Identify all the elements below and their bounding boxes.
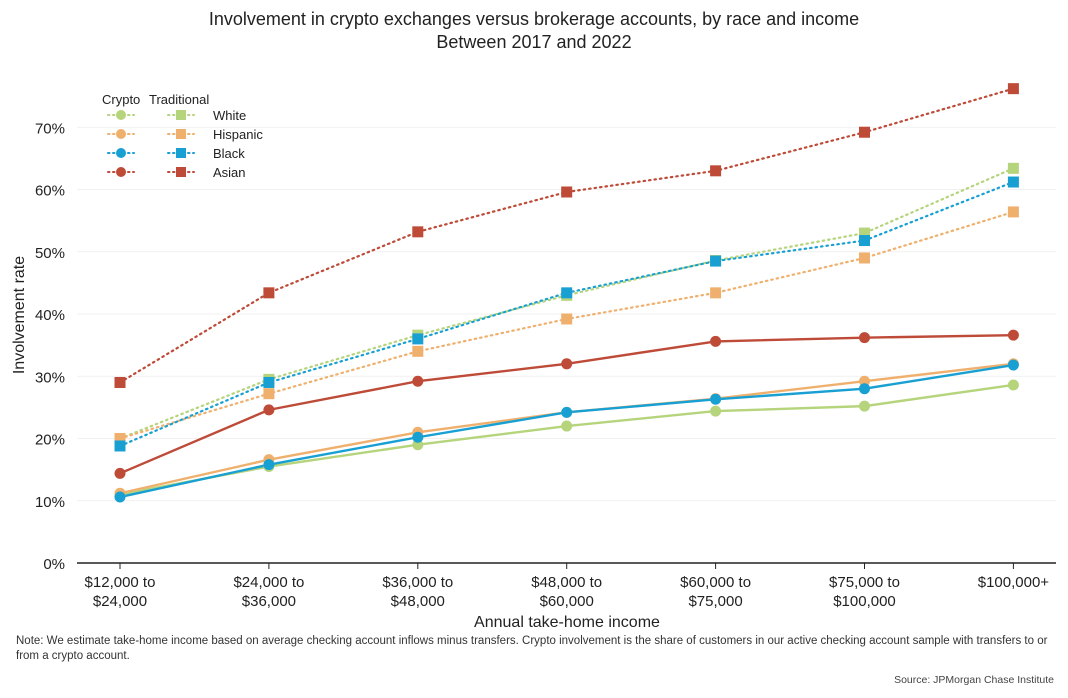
traditional-point-hispanic xyxy=(710,287,722,299)
crypto-point-asian xyxy=(859,332,870,344)
traditional-point-hispanic xyxy=(859,252,870,264)
traditional-point-hispanic xyxy=(412,345,424,357)
y-tick-label: 10% xyxy=(35,494,65,511)
traditional-point-asian xyxy=(561,186,573,198)
footnote: Note: We estimate take-home income based… xyxy=(16,635,1048,662)
traditional-point-hispanic xyxy=(1007,206,1019,218)
traditional-point-black xyxy=(263,376,275,388)
x-tick-label: $75,000 xyxy=(688,593,742,610)
y-tick-label: 70% xyxy=(35,120,65,137)
traditional-point-white xyxy=(859,227,870,239)
x-tick-label: $60,000 to xyxy=(680,574,751,591)
crypto-point-black xyxy=(859,383,870,395)
traditional-point-black xyxy=(412,333,424,345)
crypto-point-white xyxy=(1007,379,1019,391)
chart-subtitle: Between 2017 and 2022 xyxy=(436,32,632,52)
x-tick-label: $75,000 to xyxy=(829,574,900,591)
traditional-point-asian xyxy=(263,287,275,299)
crypto-point-asian xyxy=(263,404,275,416)
crypto-point-white xyxy=(859,400,870,412)
x-tick-label: $60,000 xyxy=(540,593,594,610)
traditional-point-hispanic xyxy=(114,433,126,444)
legend-traditional-marker xyxy=(176,129,186,139)
x-axis-title: Annual take-home income xyxy=(474,614,660,631)
y-tick-label: 50% xyxy=(35,245,65,262)
legend-label: Hispanic xyxy=(213,127,263,142)
y-tick-label: 0% xyxy=(43,556,65,573)
traditional-point-asian xyxy=(859,126,870,138)
crypto-point-asian xyxy=(114,467,126,479)
x-tick-label: $24,000 xyxy=(93,593,147,610)
crypto-point-white xyxy=(710,405,722,417)
crypto-point-black xyxy=(710,393,722,405)
x-tick-label: $36,000 to xyxy=(382,574,453,591)
y-tick-label: 20% xyxy=(35,432,65,449)
x-tick-label: $36,000 xyxy=(242,593,296,610)
traditional-point-black xyxy=(710,255,722,267)
legend-label: Black xyxy=(213,146,245,161)
traditional-point-white xyxy=(1007,162,1019,174)
x-tick-label: $12,000 to xyxy=(85,574,156,591)
traditional-point-asian xyxy=(114,376,126,388)
x-tick-label: $24,000 to xyxy=(233,574,304,591)
crypto-point-asian xyxy=(561,358,573,370)
crypto-point-asian xyxy=(1007,329,1019,341)
traditional-point-asian xyxy=(1007,83,1019,95)
legend-crypto-marker xyxy=(116,110,126,120)
x-tick-label: $48,000 xyxy=(391,593,445,610)
crypto-line-white xyxy=(119,383,1014,496)
crypto-point-asian xyxy=(412,375,424,387)
x-tick-label: $48,000 to xyxy=(531,574,602,591)
legend-header-crypto: Crypto xyxy=(102,92,140,107)
crypto-point-black xyxy=(412,431,424,443)
traditional-point-asian xyxy=(710,165,722,177)
legend-label: White xyxy=(213,108,246,123)
traditional-point-black xyxy=(114,440,126,452)
traditional-point-black xyxy=(1007,176,1019,188)
traditional-point-black xyxy=(561,287,573,299)
legend-crypto-marker xyxy=(116,148,126,158)
x-tick-label: $100,000+ xyxy=(978,574,1050,591)
legend-traditional-marker xyxy=(176,148,186,158)
legend-traditional-marker xyxy=(176,110,186,120)
legend-label: Asian xyxy=(213,165,246,180)
legend-traditional-marker xyxy=(176,167,186,177)
y-tick-label: 40% xyxy=(35,307,65,324)
crypto-point-black xyxy=(1007,359,1019,371)
traditional-point-hispanic xyxy=(263,388,275,400)
y-tick-label: 60% xyxy=(35,183,65,200)
legend-crypto-marker xyxy=(116,129,126,139)
legend-header-traditional: Traditional xyxy=(149,92,209,107)
crypto-point-black xyxy=(263,459,275,471)
source-label: Source: JPMorgan Chase Institute xyxy=(894,674,1054,686)
crypto-point-white xyxy=(561,420,573,432)
legend-crypto-marker xyxy=(116,167,126,177)
y-tick-label: 30% xyxy=(35,369,65,386)
traditional-point-asian xyxy=(412,226,424,238)
crypto-point-black xyxy=(114,491,126,503)
x-tick-label: $100,000 xyxy=(833,593,896,610)
crypto-point-black xyxy=(561,406,573,418)
traditional-point-hispanic xyxy=(561,313,573,325)
traditional-point-black xyxy=(859,235,870,247)
chart-title: Involvement in crypto exchanges versus b… xyxy=(208,9,860,29)
crypto-point-asian xyxy=(710,335,722,347)
y-axis-title: Involvement rate xyxy=(11,256,28,374)
